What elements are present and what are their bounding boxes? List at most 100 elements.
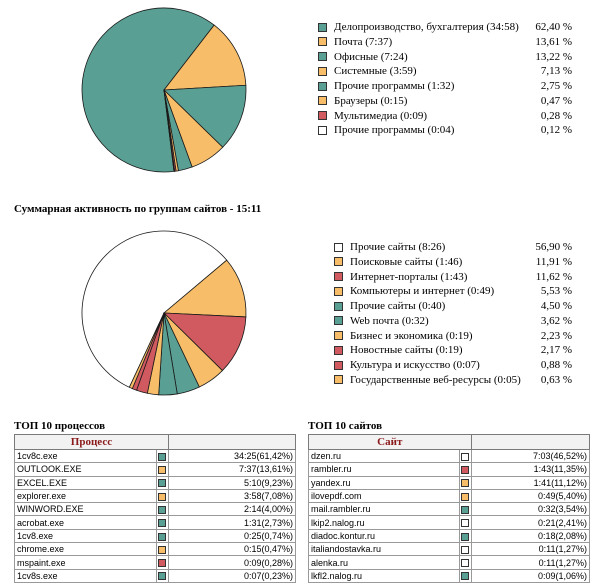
row-name: lkfl2.nalog.ru <box>308 568 460 583</box>
legend-percent: 11,62 % <box>535 270 572 283</box>
legend-entry: Государственные веб-ресурсы (0:05) 0,63 % <box>334 373 572 388</box>
row-name: 1cv8.exe <box>14 528 157 544</box>
legend-entry: Системные (3:59) 7,13 % <box>318 64 572 79</box>
row-color-marker <box>155 515 169 530</box>
color-square-icon <box>461 505 470 514</box>
color-square-icon <box>158 559 167 568</box>
legend-label: Поисковые сайты (1:46) <box>350 255 463 268</box>
legend-entry: Интернет-порталы (1:43) 11,62 % <box>334 270 572 285</box>
table-row: ilovepdf.com 0:49(5,40%) <box>308 488 591 504</box>
row-name: EXCEL.EXE <box>14 475 157 490</box>
legend-percent: 13,61 % <box>535 35 572 48</box>
row-value: 1:41(11,12%) <box>470 475 591 490</box>
row-color-marker <box>155 528 169 544</box>
legend-label: Делопроизводство, бухгалтерия (34:58) <box>334 21 519 33</box>
row-value: 0:09(1,06%) <box>470 568 591 583</box>
row-name: yandex.ru <box>308 475 460 490</box>
legend-label: Прочие сайты (0:40) <box>350 300 446 312</box>
legend-percent: 0,47 % <box>540 94 572 107</box>
sites-legend: Прочие сайты (8:26) 56,90 % Поисковые сайт… <box>334 240 572 388</box>
legend-swatch <box>334 272 343 281</box>
row-color-marker <box>155 448 169 464</box>
row-value: 0:18(2,08%) <box>470 528 591 544</box>
legend-swatch <box>318 81 327 91</box>
color-square-icon <box>158 492 167 501</box>
row-color-marker <box>155 555 169 570</box>
table-row: lkip2.nalog.ru 0:21(2,41%) <box>308 515 591 530</box>
row-color-marker <box>458 475 472 490</box>
legend-entry: Мультимедиа (0:09) 0,28 % <box>318 109 572 124</box>
row-value: 0:09(0,28%) <box>167 555 297 570</box>
pie-slice <box>81 7 215 173</box>
legend-entry: Компьютеры и интернет (0:49) 5,53 % <box>334 284 572 299</box>
row-name: ilovepdf.com <box>308 488 460 504</box>
row-color-marker <box>155 488 169 504</box>
legend-entry: Прочие сайты (8:26) 56,90 % <box>334 240 572 255</box>
legend-entry: Офисные (7:24) 13,22 % <box>318 50 572 65</box>
row-name: italiandostavka.ru <box>308 542 460 557</box>
legend-percent: 2,17 % <box>540 344 572 357</box>
row-value: 7:03(46,52%) <box>470 448 591 464</box>
top-sites-title: ТОП 10 сайтов <box>308 420 383 432</box>
pie-slice <box>163 84 247 148</box>
legend-entry: Браузеры (0:15) 0,47 % <box>318 94 572 109</box>
row-name: 1cv8c.exe <box>14 448 157 464</box>
table-row: 1cv8c.exe 34:25(61,42%) <box>14 448 297 464</box>
legend-entry: Бизнес и экономика (0:19) 2,23 % <box>334 329 572 344</box>
legend-swatch <box>334 286 343 296</box>
row-color-marker <box>458 568 472 583</box>
legend-entry: Поисковые сайты (1:46) 11,91 % <box>334 255 572 270</box>
row-name: lkip2.nalog.ru <box>308 515 460 530</box>
legend-label: Почта (7:37) <box>334 35 393 48</box>
row-color-marker <box>458 555 472 570</box>
sites-section-title: Суммарная активность по группам сайтов -… <box>14 203 262 215</box>
top-processes-table: Процесс 1cv8c.exe 34:25(61,42%) OUTLOOK.EX… <box>14 434 297 583</box>
legend-swatch <box>318 52 327 61</box>
color-square-icon <box>461 559 470 568</box>
table-row: italiandostavka.ru 0:11(1,27%) <box>308 542 591 557</box>
row-name: diadoc.kontur.ru <box>308 528 460 544</box>
legend-label: Браузеры (0:15) <box>334 94 408 107</box>
process-value-header <box>167 434 297 450</box>
row-name: explorer.exe <box>14 488 157 504</box>
row-name: 1cv8s.exe <box>14 568 157 583</box>
legend-percent: 0,12 % <box>540 124 572 137</box>
row-name: mail.rambler.ru <box>308 502 460 517</box>
legend-entry: Прочие программы (1:32) 2,75 % <box>318 79 572 94</box>
color-square-icon <box>461 479 470 488</box>
sites-pie-chart <box>81 230 247 396</box>
row-color-marker <box>458 542 472 557</box>
table-row: WINWORD.EXE 2:14(4,00%) <box>14 502 297 517</box>
row-value: 1:31(2,73%) <box>167 515 297 530</box>
pie-slice <box>81 230 228 388</box>
row-color-marker <box>155 502 169 517</box>
legend-percent: 3,62 % <box>540 314 572 327</box>
row-color-marker <box>458 448 472 464</box>
row-value: 0:49(5,40%) <box>470 488 591 504</box>
color-square-icon <box>158 466 167 475</box>
legend-percent: 13,22 % <box>535 50 572 63</box>
table-row: rambler.ru 1:43(11,35%) <box>308 462 591 477</box>
color-square-icon <box>461 572 470 581</box>
legend-label: Прочие программы (1:32) <box>334 80 455 92</box>
legend-label: Прочие сайты (8:26) <box>350 241 446 253</box>
legend-entry: Web почта (0:32) 3,62 % <box>334 314 572 329</box>
legend-entry: Делопроизводство, бухгалтерия (34:58) 62,… <box>318 20 572 35</box>
table-row: lkfl2.nalog.ru 0:09(1,06%) <box>308 568 591 583</box>
legend-percent: 2,23 % <box>540 329 572 342</box>
legend-percent: 62,40 % <box>535 21 572 33</box>
legend-swatch <box>334 360 343 370</box>
legend-swatch <box>334 257 343 267</box>
row-value: 34:25(61,42%) <box>167 448 297 464</box>
legend-swatch <box>334 345 343 355</box>
color-square-icon <box>158 452 167 461</box>
color-square-icon <box>461 545 470 554</box>
table-row: mspaint.exe 0:09(0,28%) <box>14 555 297 570</box>
legend-swatch <box>334 242 343 252</box>
programs-pie-chart <box>81 7 247 173</box>
legend-percent: 0,28 % <box>540 109 572 122</box>
color-square-icon <box>158 505 167 514</box>
color-square-icon <box>461 466 470 475</box>
color-square-icon <box>158 572 167 581</box>
legend-swatch <box>318 111 327 120</box>
